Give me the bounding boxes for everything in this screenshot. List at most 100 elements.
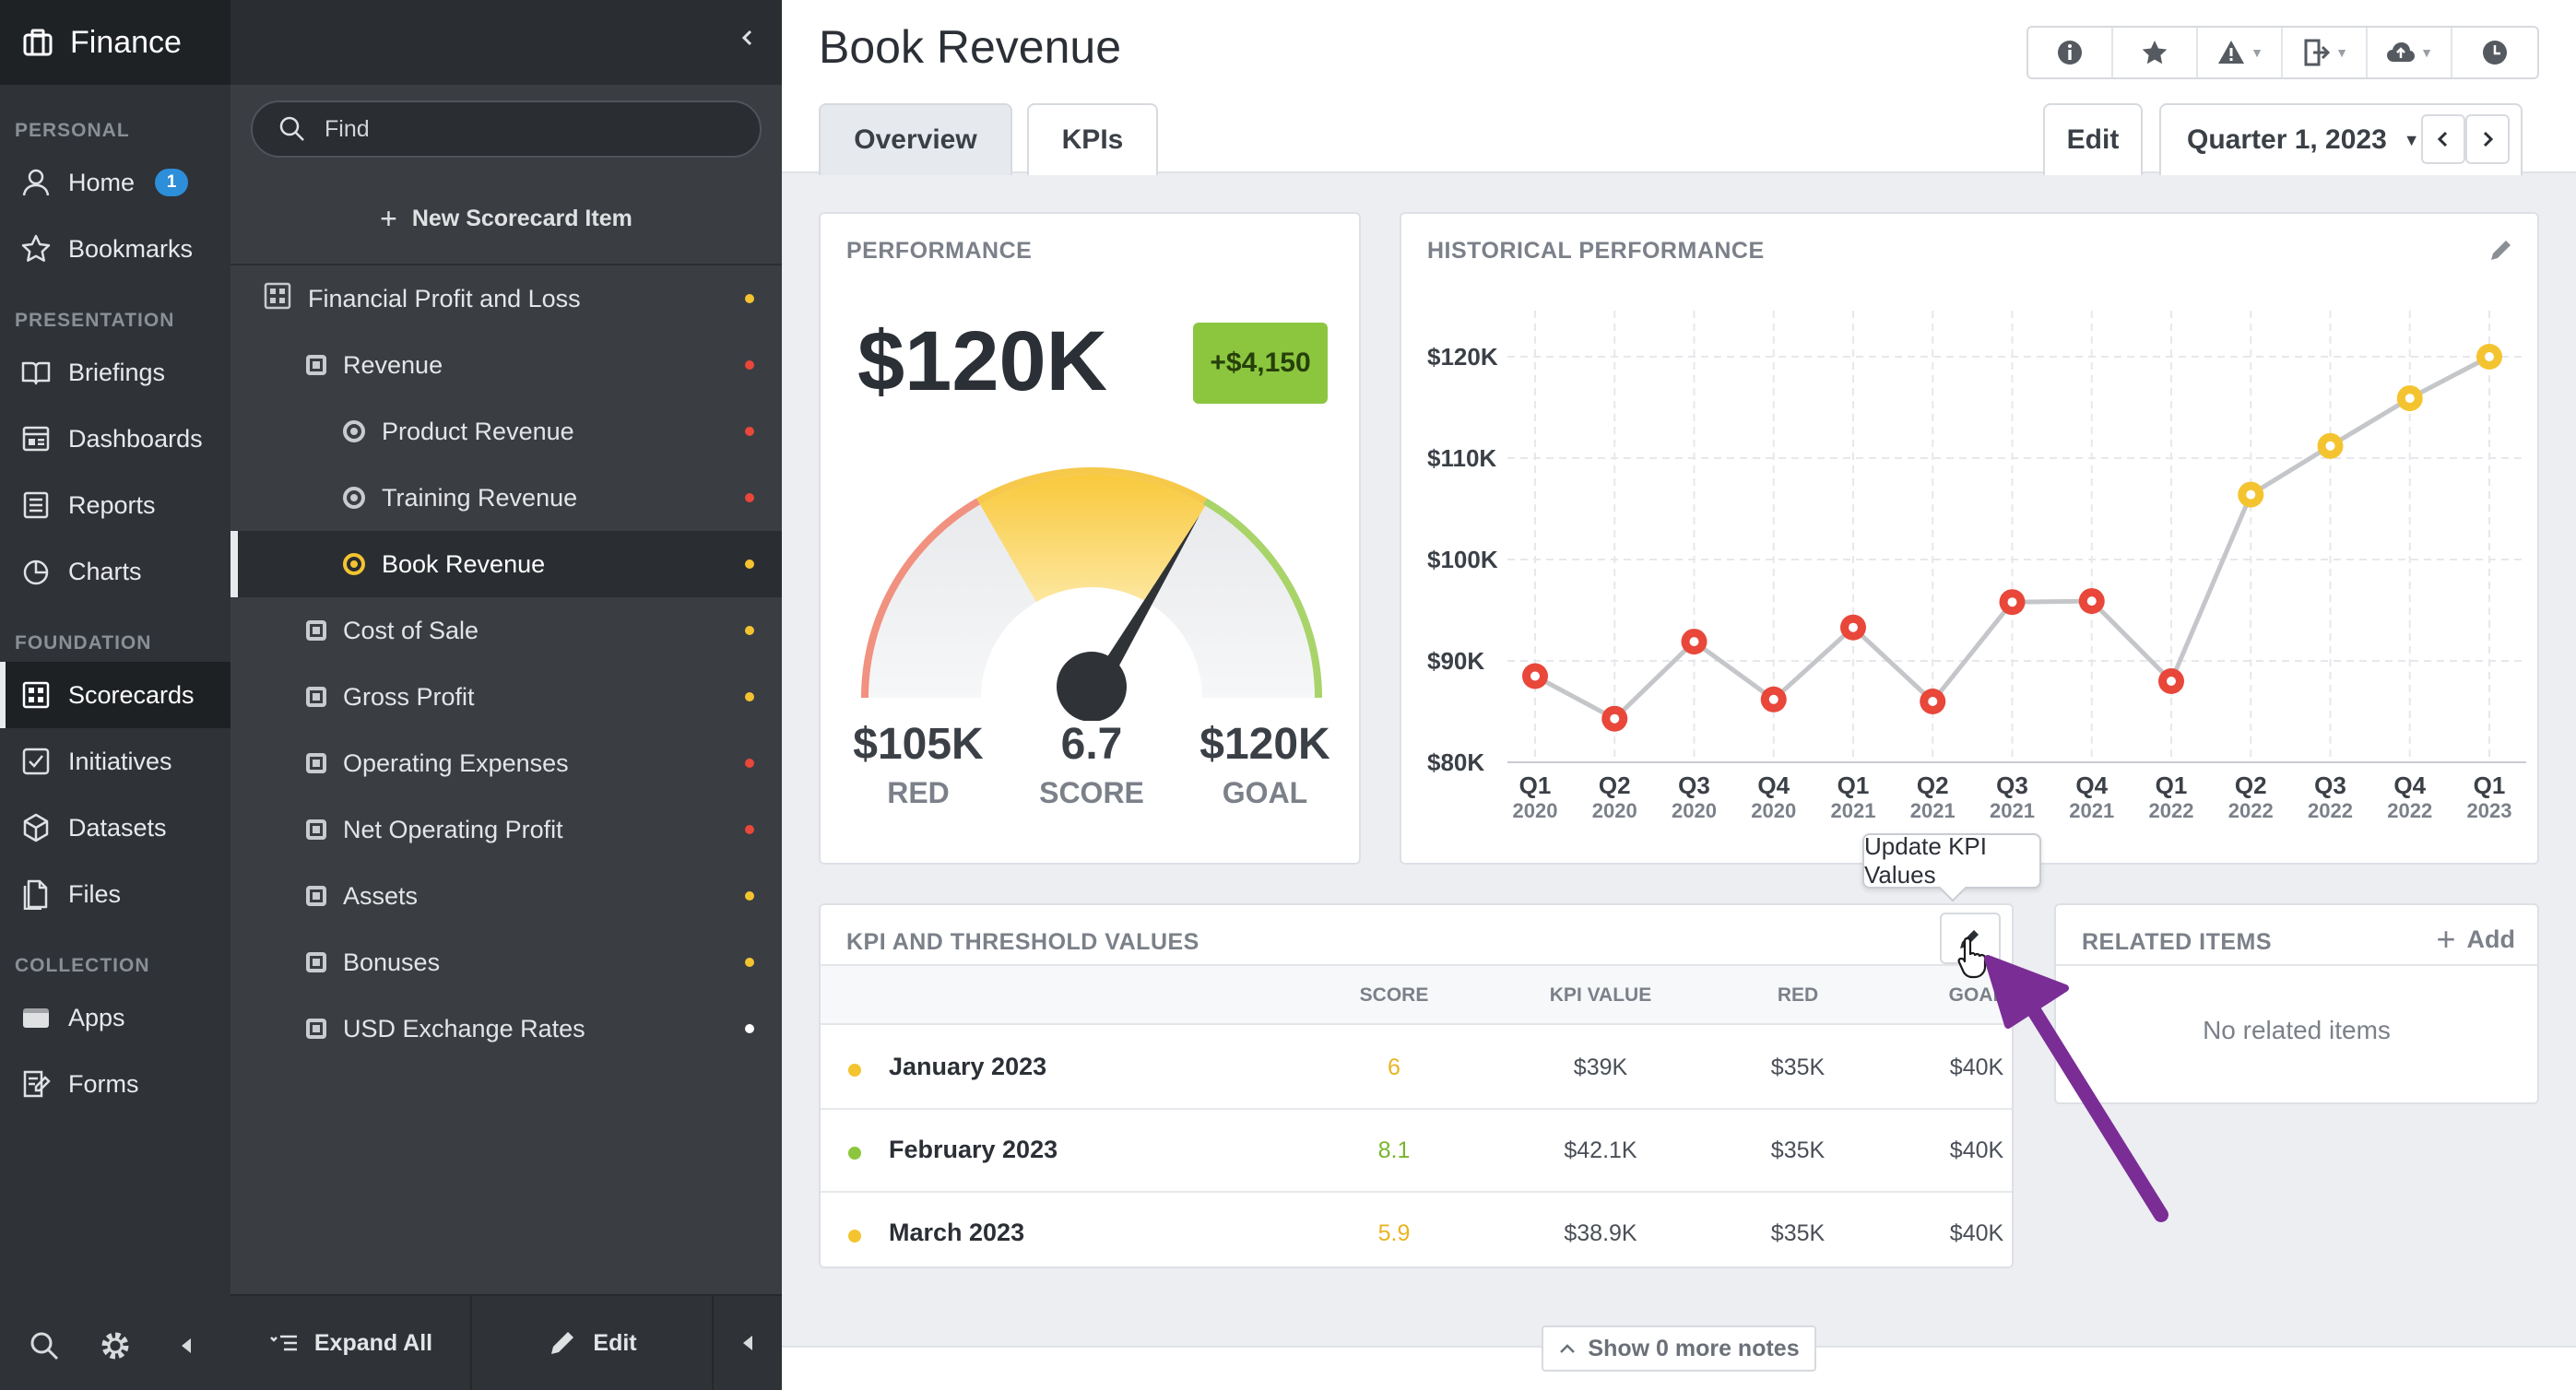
column-kpi-value: KPI VALUE	[1549, 984, 1652, 1006]
page-header: Book Revenue ▼ ▼ ▼ Over	[782, 0, 2576, 175]
table-row[interactable]: February 2023 8.1 $42.1K $35K $40K	[821, 1110, 2012, 1193]
tree-item[interactable]: Operating Expenses	[230, 730, 782, 796]
new-item-label: New Scorecard Item	[411, 205, 632, 231]
table-row[interactable]: March 2023 5.9 $38.9K $35K $40K	[821, 1193, 2012, 1276]
prev-period-button[interactable]	[2421, 114, 2465, 164]
edit-chart-icon[interactable]	[2487, 236, 2515, 268]
nav-item-charts[interactable]: Charts	[0, 538, 230, 605]
nav-item-reports[interactable]: Reports	[0, 472, 230, 538]
gear-icon[interactable]	[100, 1330, 131, 1361]
collapse-tree-icon[interactable]	[738, 22, 756, 58]
x-tick-label: 2023	[2467, 799, 2512, 822]
row-period: February 2023	[889, 1136, 1058, 1163]
edit-label: Edit	[593, 1329, 637, 1356]
cell-red: $35K	[1770, 1054, 1826, 1080]
tree-header	[230, 0, 782, 85]
cloud-button[interactable]: ▼	[2368, 28, 2452, 77]
checkbox-icon	[20, 746, 52, 777]
table-row[interactable]: January 2023 6 $39K $35K $40K	[821, 1027, 2012, 1110]
dashboard-icon	[20, 423, 52, 454]
gauge-red-rim	[861, 498, 980, 698]
page-title: Book Revenue	[819, 21, 1122, 73]
tree-item[interactable]: Book Revenue	[230, 531, 782, 597]
tree-edit-button[interactable]: Edit	[472, 1295, 714, 1390]
data-point-center	[1610, 713, 1620, 724]
cell-kpi: $38.9K	[1564, 1220, 1637, 1246]
nav-bottom-bar	[0, 1302, 230, 1390]
x-tick-label: 2020	[1592, 799, 1637, 822]
nav-item-dashboards[interactable]: Dashboards	[0, 406, 230, 472]
nav-section-collection: COLLECTION	[15, 955, 150, 976]
hand-cursor-icon	[1957, 936, 1987, 979]
tree-item[interactable]: Financial Profit and Loss	[230, 265, 782, 332]
bookmark-button[interactable]	[2113, 28, 2198, 77]
objective-icon	[306, 753, 326, 773]
export-button[interactable]: ▼	[2283, 28, 2368, 77]
collapse-left-icon[interactable]	[171, 1330, 202, 1361]
nav-item-bookmarks[interactable]: Bookmarks	[0, 216, 230, 282]
cell-score: 5.9	[1377, 1220, 1411, 1246]
status-dot	[745, 1024, 754, 1033]
notification-badge: 1	[155, 169, 189, 196]
tree-item[interactable]: USD Exchange Rates	[230, 995, 782, 1062]
edit-button[interactable]: Edit	[2043, 103, 2143, 175]
tree-item-label: Book Revenue	[382, 549, 546, 578]
period-selector[interactable]: Quarter 1, 2023 ▼	[2159, 103, 2523, 175]
cloud-upload-icon	[2385, 37, 2416, 68]
search-wrapper	[230, 85, 782, 173]
nav-item-scorecards[interactable]: Scorecards	[0, 662, 230, 728]
tree-item[interactable]: Gross Profit	[230, 664, 782, 730]
warning-icon	[2216, 37, 2247, 68]
nav-item-label: Briefings	[68, 358, 166, 386]
score-label: SCORE	[1039, 776, 1144, 809]
search-icon	[277, 113, 308, 145]
nav-item-initiatives[interactable]: Initiatives	[0, 728, 230, 795]
expand-list-icon	[268, 1327, 300, 1359]
alert-button[interactable]: ▼	[2198, 28, 2283, 77]
add-related-button[interactable]: + Add	[2436, 920, 2515, 959]
main-content: Book Revenue ▼ ▼ ▼ Over	[782, 0, 2576, 1390]
nav-item-apps[interactable]: Apps	[0, 984, 230, 1051]
nav-item-files[interactable]: Files	[0, 861, 230, 927]
goal-label: GOAL	[1222, 776, 1308, 809]
tree-item[interactable]: Net Operating Profit	[230, 796, 782, 863]
chevron-down-icon: ▼	[2420, 45, 2433, 60]
tab-overview[interactable]: Overview	[819, 103, 1012, 175]
info-button[interactable]	[2028, 28, 2113, 77]
status-dot	[745, 427, 754, 436]
tab-kpis[interactable]: KPIs	[1027, 103, 1158, 175]
new-scorecard-item-button[interactable]: + New Scorecard Item	[230, 173, 782, 265]
tree-item[interactable]: Product Revenue	[230, 398, 782, 465]
y-tick-label: $80K	[1427, 748, 1484, 776]
data-point-center	[1689, 637, 1699, 647]
nav-item-datasets[interactable]: Datasets	[0, 795, 230, 861]
tree-item[interactable]: Cost of Sale	[230, 597, 782, 664]
nav-item-home[interactable]: Home 1	[0, 149, 230, 216]
nav-item-label: Home	[68, 168, 136, 196]
x-tick-label: 2021	[2069, 799, 2114, 822]
data-point-center	[2086, 596, 2097, 607]
tree-item[interactable]: Assets	[230, 863, 782, 929]
search-icon[interactable]	[29, 1330, 60, 1361]
status-dot	[848, 1147, 861, 1160]
nav-item-forms[interactable]: Forms	[0, 1051, 230, 1117]
export-icon	[2300, 37, 2332, 68]
tree-item-label: Gross Profit	[343, 682, 475, 711]
search-input[interactable]	[325, 115, 693, 143]
x-tick-label: Q1	[1837, 772, 1870, 799]
history-button[interactable]	[2452, 28, 2537, 77]
expand-all-button[interactable]: Expand All	[230, 1295, 472, 1390]
tree-item[interactable]: Training Revenue	[230, 465, 782, 531]
search-box[interactable]	[251, 100, 762, 158]
nav-item-briefings[interactable]: Briefings	[0, 339, 230, 406]
kpi-icon	[343, 487, 365, 509]
tree-collapse-button[interactable]	[714, 1295, 782, 1390]
tree-item[interactable]: Revenue	[230, 332, 782, 398]
star-icon	[20, 233, 52, 265]
performance-title: PERFORMANCE	[846, 238, 1033, 264]
show-more-notes-button[interactable]: Show 0 more notes	[1542, 1325, 1816, 1372]
next-period-button[interactable]	[2465, 114, 2510, 164]
x-tick-label: Q1	[1519, 772, 1552, 799]
tree-item[interactable]: Bonuses	[230, 929, 782, 995]
app-header[interactable]: Finance ‹	[0, 0, 742, 85]
